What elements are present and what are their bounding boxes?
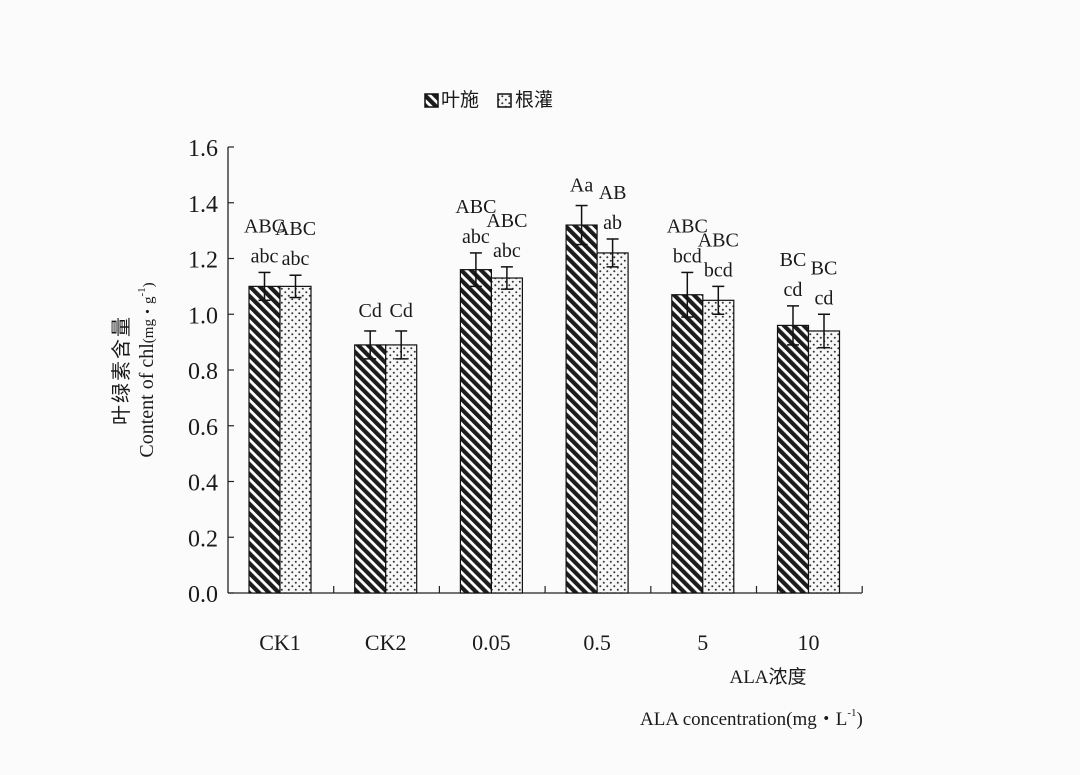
x-axis-label-en: ALA concentration(mg・L-1): [640, 707, 863, 730]
bar: [490, 277, 523, 594]
letter-lower: abc: [462, 226, 490, 248]
y-tick-label: 0.2: [188, 526, 218, 552]
y-axis-label-sup: -1: [136, 287, 148, 296]
x-tick-label: 5: [697, 630, 708, 655]
legend: 叶施 根灌: [424, 89, 553, 111]
x-tick-label: CK1: [259, 630, 301, 655]
y-axis-label-en-text: Content of chl: [136, 343, 158, 458]
y-ticks: 0.0 0.2 0.4 0.6 0.8 1.0 1.2 1.4 1.6: [188, 136, 234, 608]
letter-upper: ABC: [455, 196, 496, 218]
bar: [279, 285, 312, 594]
y-axis-label-cn: 叶绿素含量: [110, 315, 133, 425]
y-tick-label: 1.0: [188, 303, 218, 329]
legend-label-root: 根灌: [515, 89, 553, 111]
letter-lower: bcd: [673, 245, 702, 267]
letter-upper: BC: [811, 257, 838, 279]
y-tick-label: 0.6: [188, 415, 218, 441]
x-axis-label-en-text: ALA concentration(mg・L: [640, 709, 847, 730]
y-tick-label: 1.2: [188, 248, 218, 274]
letter-upper: ABC: [244, 215, 285, 237]
bar: [248, 285, 281, 594]
bar: [702, 299, 735, 594]
letter-upper: Cd: [390, 300, 413, 322]
letter-upper: ABC: [667, 215, 708, 237]
y-tick-label: 0.0: [188, 582, 218, 608]
x-ticks: CK1 CK2 0.05 0.5 5 10: [259, 586, 863, 655]
y-tick-label: 0.8: [188, 359, 218, 385]
letter-lower: cd: [815, 287, 834, 309]
letter-lower: cd: [784, 279, 803, 301]
y-axis-label-unit: (mg・g: [141, 296, 157, 343]
letter-upper: Cd: [359, 300, 382, 322]
x-tick-label: 10: [798, 630, 820, 655]
y-tick-label: 0.4: [188, 471, 218, 497]
bars: [248, 224, 841, 594]
letter-lower: ab: [603, 212, 622, 234]
y-tick-label: 1.6: [188, 136, 218, 162]
bar: [354, 344, 387, 594]
legend-swatch-foliar: [424, 93, 439, 108]
x-tick-label: 0.05: [472, 630, 511, 655]
bar: [385, 344, 418, 594]
y-tick-label: 1.4: [188, 192, 218, 218]
letter-upper: AB: [599, 182, 627, 204]
letter-upper: Aa: [570, 175, 593, 197]
letter-upper: ABC: [486, 210, 527, 232]
bar: [671, 294, 704, 594]
bar: [807, 330, 841, 594]
x-axis-label-cn: ALA浓度: [729, 666, 806, 688]
letter-upper: ABC: [275, 218, 316, 240]
bar: [776, 324, 810, 594]
bar: [596, 252, 629, 594]
legend-swatch-root: [497, 93, 512, 108]
bar: [565, 224, 598, 594]
y-axis-label-en: Content of chl(mg・g-1): [136, 282, 158, 457]
letter-upper: ABC: [698, 229, 739, 251]
letter-lower: bcd: [704, 259, 733, 281]
x-tick-label: 0.5: [583, 630, 611, 655]
x-tick-label: CK2: [365, 630, 407, 655]
legend-label-foliar: 叶施: [441, 89, 479, 111]
y-axis-label-paren: ): [141, 282, 157, 287]
x-axis-label-sup: -1: [847, 707, 856, 719]
letter-lower: abc: [251, 245, 279, 267]
letter-upper: BC: [780, 249, 807, 271]
letter-lower: abc: [282, 248, 310, 270]
letter-lower: abc: [493, 240, 521, 262]
bar: [459, 269, 492, 594]
y-axis-label: 叶绿素含量 Content of chl(mg・g-1): [110, 282, 158, 457]
x-axis-label-paren: ): [857, 709, 863, 730]
error-bars: [258, 204, 830, 360]
